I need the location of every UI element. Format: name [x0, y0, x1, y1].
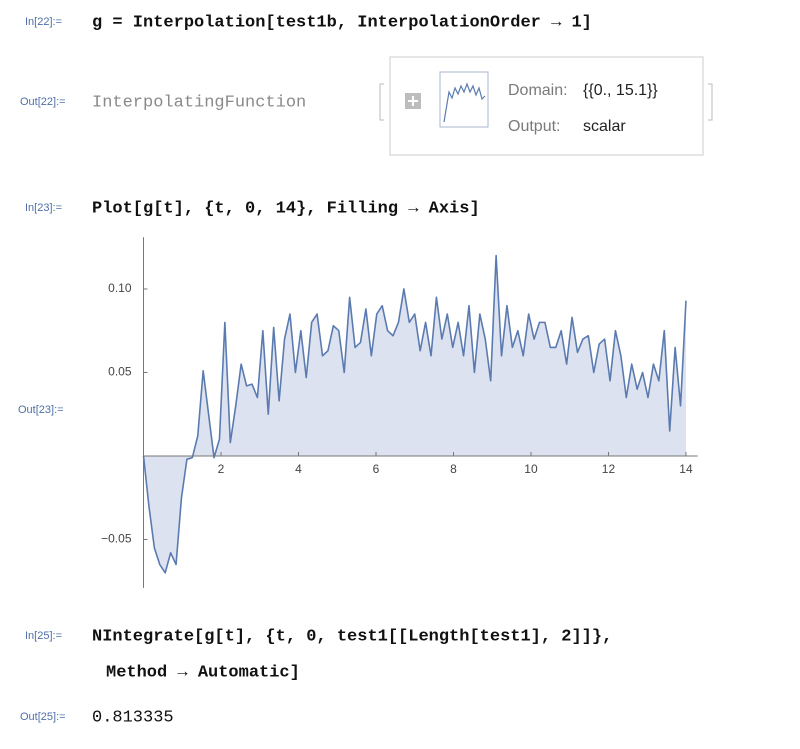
cell-label: Out[22]:=	[20, 96, 66, 108]
domain-value: {{0., 15.1}}	[583, 82, 658, 99]
line	[142, 254, 687, 574]
x-tick-label: 6	[373, 462, 380, 476]
x-tick-label: 10	[524, 462, 538, 476]
code-line[interactable]: Method → Automatic]	[106, 663, 300, 682]
cell-label: Out[25]:=	[20, 711, 66, 723]
x-tick-label: 14	[679, 462, 693, 476]
y-tick-label: 0.05	[108, 365, 132, 379]
x-tick-label: 12	[602, 462, 616, 476]
cell-label: In[23]:=	[25, 202, 62, 214]
summary-box	[389, 56, 704, 156]
code-line[interactable]: g = Interpolation[test1b, InterpolationO…	[92, 13, 592, 32]
bracket	[379, 83, 713, 121]
function-head: InterpolatingFunction	[92, 93, 306, 112]
cell-label: In[22]:=	[25, 16, 62, 28]
y-tick-label: −0.05	[101, 532, 132, 546]
cell-label: In[25]:=	[25, 630, 62, 642]
x-tick-label: 8	[450, 462, 457, 476]
cell-label: Out[23]:=	[18, 404, 64, 416]
x-tick-label: 2	[218, 462, 225, 476]
expand-button[interactable]	[405, 93, 421, 109]
plot: 2 4 6 8 10 12 14 −0.05 0.05 0.10	[101, 237, 698, 588]
output-label: Output:	[508, 118, 560, 135]
thumbnail	[439, 71, 489, 128]
output-value: scalar	[583, 118, 626, 135]
filled-area	[143, 255, 686, 573]
code-line[interactable]: Plot[g[t], {t, 0, 14}, Filling → Axis]	[92, 199, 480, 218]
result: 0.813335	[92, 708, 174, 727]
code-line[interactable]: NIntegrate[g[t], {t, 0, test1[[Length[te…	[92, 627, 612, 646]
x-tick-label: 4	[295, 462, 302, 476]
domain-label: Domain:	[508, 82, 568, 99]
y-tick-label: 0.10	[108, 281, 132, 295]
